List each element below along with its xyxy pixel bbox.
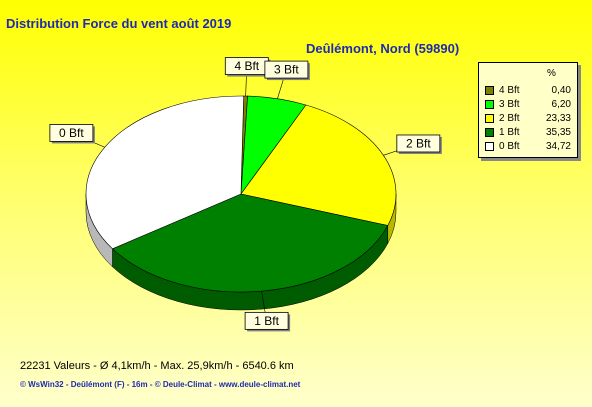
label-box-1-bft <box>244 311 289 330</box>
legend-swatch <box>485 86 494 95</box>
legend-swatch <box>485 128 494 137</box>
legend-unit-header: % <box>547 68 556 79</box>
slice-label-3-bft: 3 Bft <box>274 63 299 77</box>
chart-legend: % 4 Bft 0,40 3 Bft 6,20 2 Bft 23,33 1 Bf… <box>478 62 578 158</box>
chart-title: Distribution Force du vent août 2019 <box>6 16 232 31</box>
legend-label: 3 Bft <box>499 99 520 110</box>
legend-item-0-bft: 0 Bft 34,72 <box>485 141 575 153</box>
legend-swatch <box>485 100 494 109</box>
legend-value: 6,20 <box>551 99 571 110</box>
legend-item-1-bft: 1 Bft 35,35 <box>485 127 575 139</box>
slice-label-4-bft: 4 Bft <box>234 59 259 73</box>
slice-label-0-bft: 0 Bft <box>59 126 84 140</box>
stats-line: 22231 Valeurs - Ø 4,1km/h - Max. 25,9km/… <box>20 360 294 372</box>
legend-item-4-bft: 4 Bft 0,40 <box>485 85 575 97</box>
legend-value: 35,35 <box>545 127 571 138</box>
chart-subtitle: Deûlémont, Nord (59890) <box>306 41 460 56</box>
legend-label: 2 Bft <box>499 113 520 124</box>
slice-label-1-bft: 1 Bft <box>254 314 279 328</box>
label-box-0-bft <box>49 124 94 142</box>
legend-item-2-bft: 2 Bft 23,33 <box>485 113 575 125</box>
footer-credits: © WsWin32 - Deûlémont (F) - 16m - © Deul… <box>20 380 301 389</box>
legend-label: 1 Bft <box>499 127 520 138</box>
legend-label: 0 Bft <box>499 141 520 152</box>
legend-swatch <box>485 114 494 123</box>
legend-value: 23,33 <box>545 113 571 124</box>
label-box-3-bft <box>264 60 309 79</box>
label-box-2-bft <box>396 134 441 153</box>
legend-value: 34,72 <box>545 141 571 152</box>
legend-label: 4 Bft <box>499 85 520 96</box>
legend-value: 0,40 <box>551 85 571 96</box>
legend-item-3-bft: 3 Bft 6,20 <box>485 99 575 111</box>
legend-swatch <box>485 142 494 151</box>
pie-slice-0-bft <box>85 95 245 250</box>
slice-label-2-bft: 2 Bft <box>406 136 431 150</box>
